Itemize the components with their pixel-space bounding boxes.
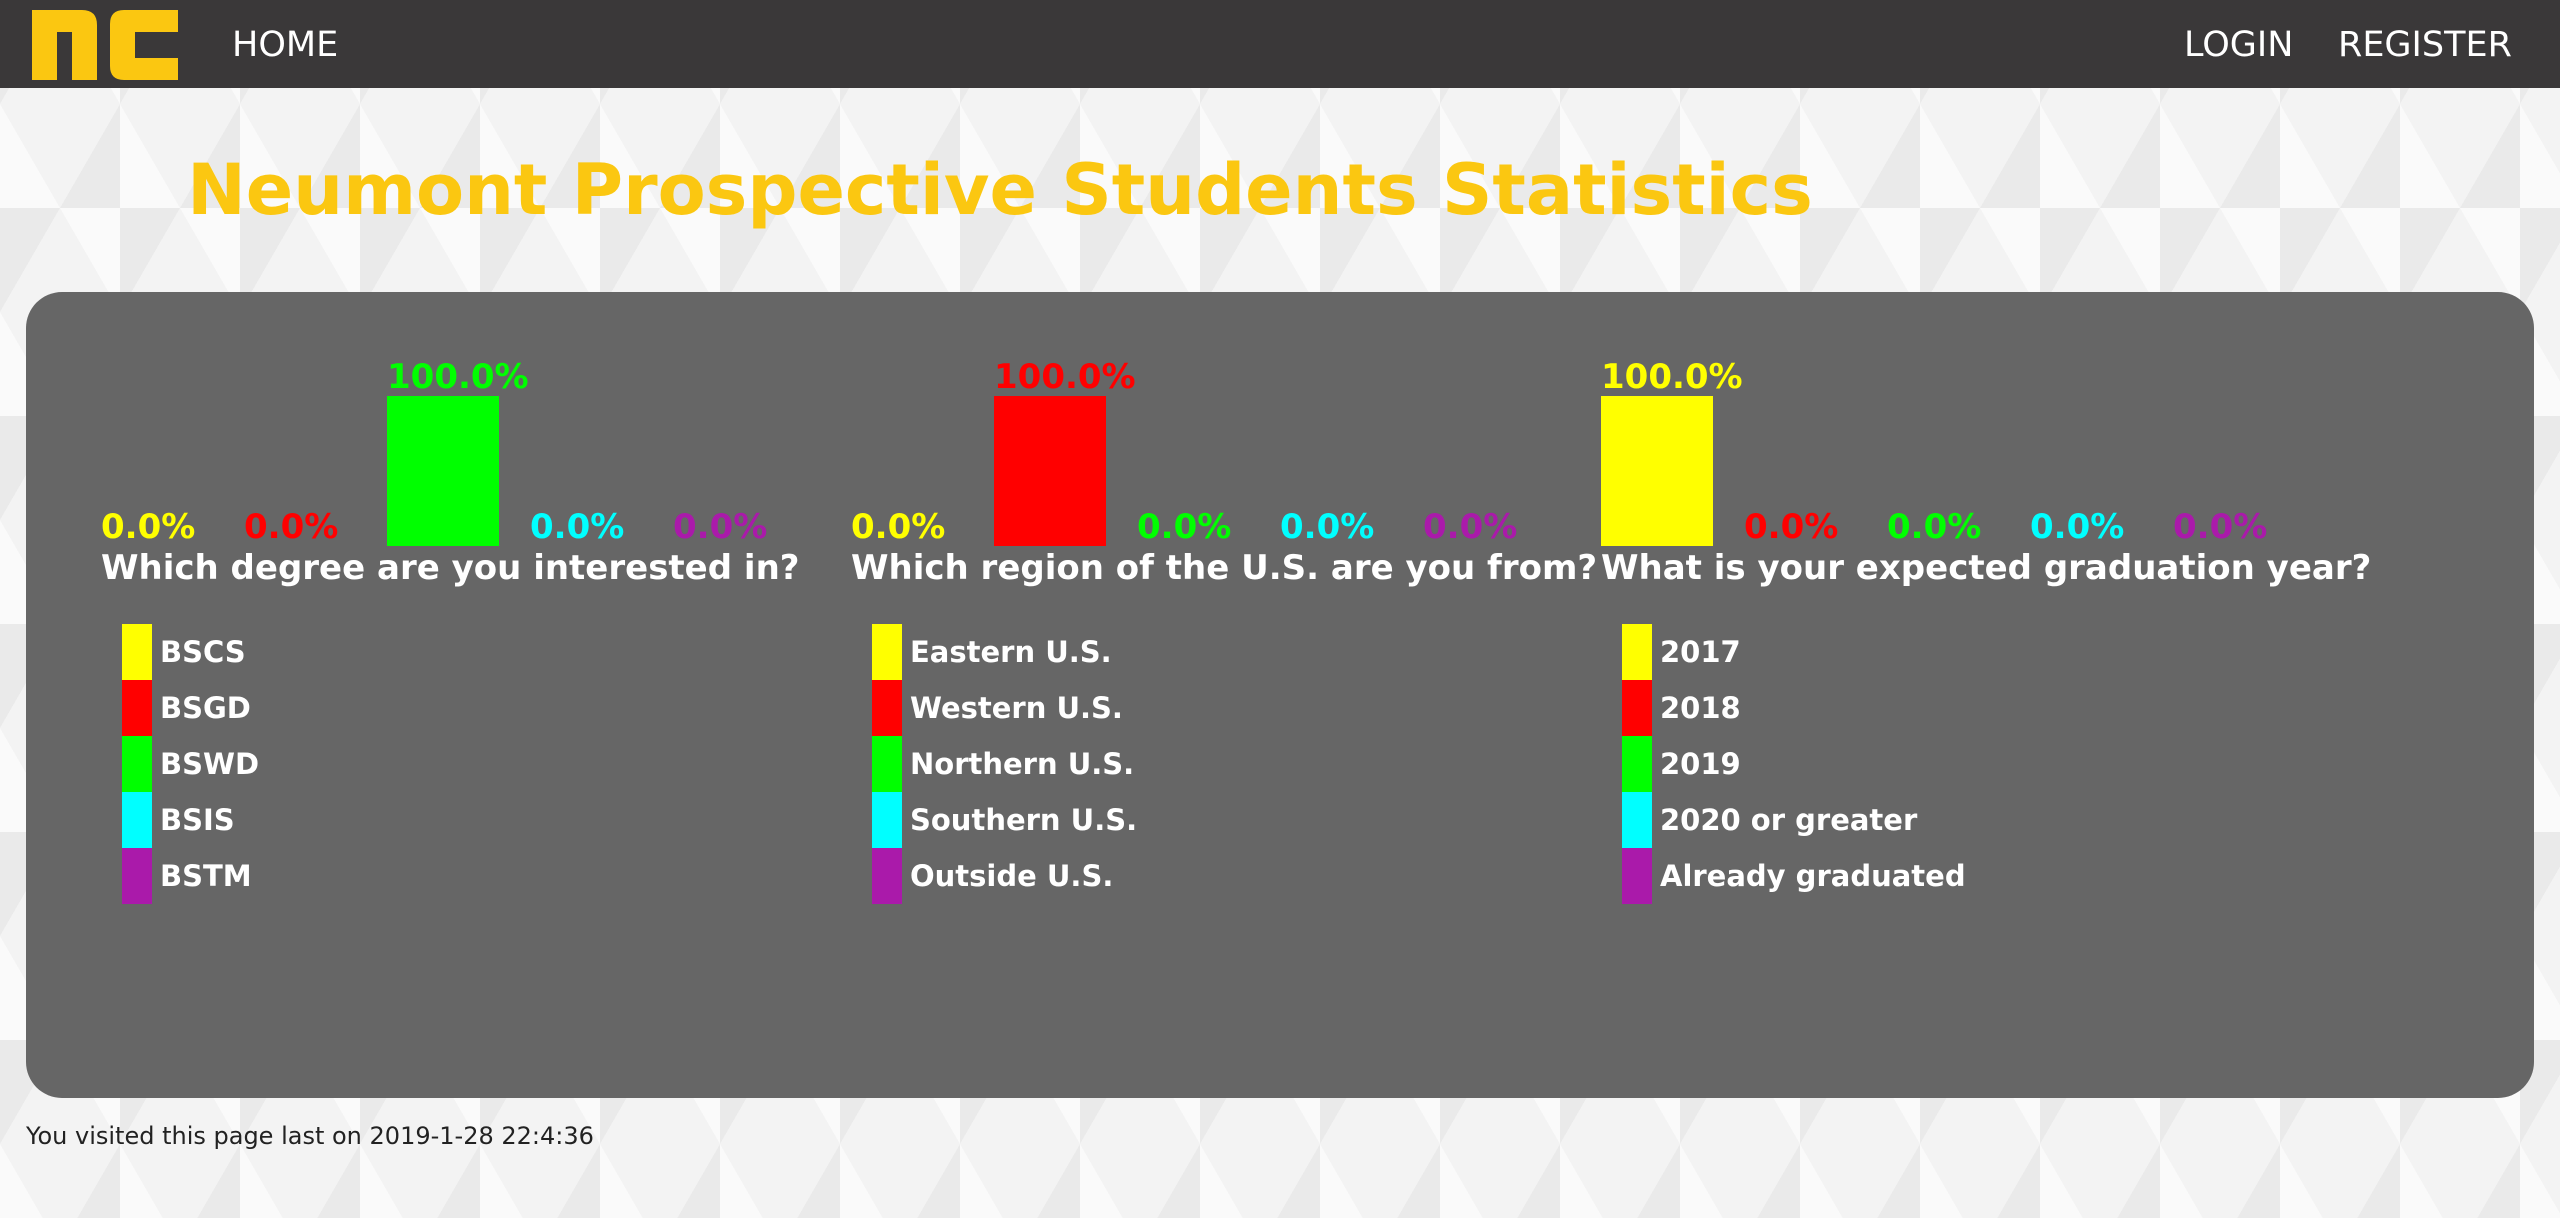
legend-swatch	[122, 736, 152, 792]
bar-value-label-3: 100.0%	[387, 357, 529, 397]
graduation-year-chart-title: What is your expected graduation year?	[1601, 548, 2372, 588]
legend-label: Outside U.S.	[910, 859, 1114, 893]
legend-swatch	[1622, 792, 1652, 848]
graduation-year-chart: 100.0% 0.0% 0.0% 0.0% 0.0% What is your expe…	[1526, 292, 2371, 904]
legend-label: 2018	[1660, 691, 1741, 725]
legend-label: BSIS	[160, 803, 235, 837]
bar-value-label-5: 0.0%	[1423, 507, 1517, 547]
region-chart-bars: 0.0% 100.0% 0.0% 0.0% 0.0%	[851, 357, 1517, 547]
legend-swatch	[1622, 848, 1652, 904]
legend-swatch	[872, 792, 902, 848]
bar-value-label-3: 0.0%	[1137, 507, 1231, 547]
legend-label: 2017	[1660, 635, 1741, 669]
legend-swatch	[122, 848, 152, 904]
region-chart-title: Which region of the U.S. are you from?	[851, 548, 1598, 588]
bar-value-label-4: 0.0%	[2030, 507, 2124, 547]
legend-swatch	[872, 848, 902, 904]
page-title: Neumont Prospective Students Statistics	[0, 140, 2560, 240]
last-visit-timestamp: 2019-1-28 22:4:36	[369, 1122, 594, 1150]
bar-value-label-2: 100.0%	[994, 357, 1136, 397]
bar-value-label-3: 0.0%	[1887, 507, 1981, 547]
last-visit-text: You visited this page last on 2019-1-28 …	[26, 1122, 594, 1150]
legend-label: Western U.S.	[910, 691, 1123, 725]
legend-label: Southern U.S.	[910, 803, 1138, 837]
legend-swatch	[1622, 624, 1652, 680]
bar-1	[1601, 396, 1713, 546]
region-chart: 0.0% 100.0% 0.0% 0.0% 0.0% Which region of t…	[776, 292, 1597, 904]
bar-value-label-2: 0.0%	[244, 507, 338, 547]
legend-swatch	[122, 624, 152, 680]
legend-label: Northern U.S.	[910, 747, 1135, 781]
legend-label: BSWD	[160, 747, 260, 781]
legend-swatch	[872, 736, 902, 792]
legend-label: BSGD	[160, 691, 251, 725]
degree-chart-bars: 0.0% 0.0% 100.0% 0.0% 0.0%	[101, 357, 767, 547]
bar-value-label-4: 0.0%	[1280, 507, 1374, 547]
bar-value-label-2: 0.0%	[1744, 507, 1838, 547]
legend-label: 2019	[1660, 747, 1741, 781]
bar-value-label-1: 0.0%	[851, 507, 945, 547]
nav-login-link[interactable]: LOGIN	[2184, 25, 2294, 65]
last-visit-prefix: You visited this page last on	[26, 1122, 362, 1150]
page-title-text: Neumont Prospective Students Statistics	[187, 149, 1813, 231]
legend-label: Eastern U.S.	[910, 635, 1112, 669]
graduation-year-chart-bars: 100.0% 0.0% 0.0% 0.0% 0.0%	[1601, 357, 2267, 547]
legend-swatch	[1622, 736, 1652, 792]
nc-logo[interactable]	[32, 10, 178, 80]
bar-2	[994, 396, 1106, 546]
legend-label: BSCS	[160, 635, 246, 669]
bar-value-label-1: 100.0%	[1601, 357, 1743, 397]
statistics-panel: 0.0% 0.0% 100.0% 0.0% 0.0% Which degree are …	[26, 292, 2534, 1098]
legend-swatch	[122, 792, 152, 848]
nav-register-link[interactable]: REGISTER	[2338, 25, 2512, 65]
degree-chart-title: Which degree are you interested in?	[101, 548, 800, 588]
bar-3	[387, 396, 499, 546]
bar-value-label-4: 0.0%	[530, 507, 624, 547]
legend-swatch	[872, 680, 902, 736]
logo-letter-c	[110, 10, 178, 80]
legend-swatch	[872, 624, 902, 680]
legend-label: 2020 or greater	[1660, 803, 1918, 837]
legend-label: BSTM	[160, 859, 252, 893]
bar-value-label-5: 0.0%	[673, 507, 767, 547]
bar-value-label-5: 0.0%	[2173, 507, 2267, 547]
degree-chart: 0.0% 0.0% 100.0% 0.0% 0.0% Which degree are …	[26, 292, 800, 904]
legend-swatch	[122, 680, 152, 736]
nav-home-link[interactable]: HOME	[232, 25, 339, 65]
top-nav-bar: HOME LOGIN REGISTER	[0, 0, 2560, 88]
legend-swatch	[1622, 680, 1652, 736]
bar-value-label-1: 0.0%	[101, 507, 195, 547]
legend-label: Already graduated	[1660, 859, 1966, 893]
logo-letter-n	[32, 10, 97, 80]
